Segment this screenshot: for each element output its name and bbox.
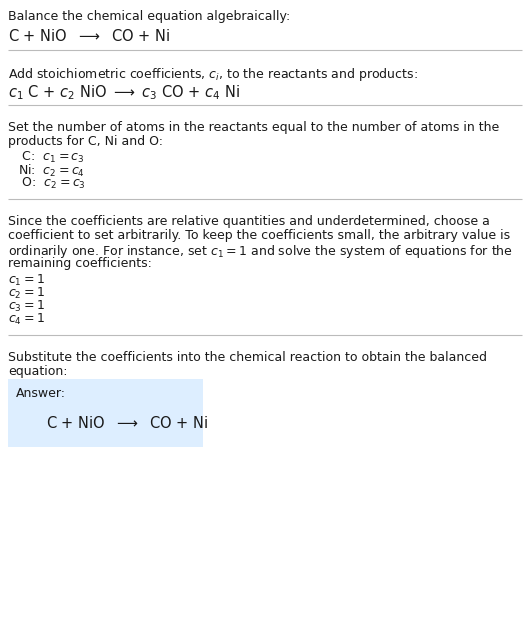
Text: $c_4 = 1$: $c_4 = 1$ bbox=[8, 312, 45, 327]
Text: C + NiO  $\longrightarrow$  CO + Ni: C + NiO $\longrightarrow$ CO + Ni bbox=[46, 415, 209, 431]
FancyBboxPatch shape bbox=[4, 377, 207, 448]
Text: equation:: equation: bbox=[8, 365, 68, 378]
Text: ordinarily one. For instance, set $c_1 = 1$ and solve the system of equations fo: ordinarily one. For instance, set $c_1 =… bbox=[8, 243, 513, 260]
Text: $c_1 = 1$: $c_1 = 1$ bbox=[8, 273, 45, 288]
Text: C:  $c_1 = c_3$: C: $c_1 = c_3$ bbox=[18, 150, 84, 165]
Text: O:  $c_2 = c_3$: O: $c_2 = c_3$ bbox=[18, 176, 86, 191]
Text: Set the number of atoms in the reactants equal to the number of atoms in the: Set the number of atoms in the reactants… bbox=[8, 121, 499, 134]
Text: Balance the chemical equation algebraically:: Balance the chemical equation algebraica… bbox=[8, 10, 290, 23]
Text: coefficient to set arbitrarily. To keep the coefficients small, the arbitrary va: coefficient to set arbitrarily. To keep … bbox=[8, 229, 510, 242]
Text: Ni:  $c_2 = c_4$: Ni: $c_2 = c_4$ bbox=[18, 163, 85, 179]
Text: Since the coefficients are relative quantities and underdetermined, choose a: Since the coefficients are relative quan… bbox=[8, 215, 490, 228]
Text: Answer:: Answer: bbox=[16, 387, 66, 400]
Text: remaining coefficients:: remaining coefficients: bbox=[8, 257, 152, 270]
Text: Substitute the coefficients into the chemical reaction to obtain the balanced: Substitute the coefficients into the che… bbox=[8, 351, 487, 364]
Text: Add stoichiometric coefficients, $c_i$, to the reactants and products:: Add stoichiometric coefficients, $c_i$, … bbox=[8, 66, 418, 83]
Text: $c_2 = 1$: $c_2 = 1$ bbox=[8, 286, 45, 301]
Text: products for C, Ni and O:: products for C, Ni and O: bbox=[8, 135, 163, 148]
Text: $c_3 = 1$: $c_3 = 1$ bbox=[8, 299, 45, 314]
Text: C + NiO  $\longrightarrow$  CO + Ni: C + NiO $\longrightarrow$ CO + Ni bbox=[8, 28, 171, 44]
Text: $c_1$ C + $c_2$ NiO $\longrightarrow$ $c_3$ CO + $c_4$ Ni: $c_1$ C + $c_2$ NiO $\longrightarrow$ $c… bbox=[8, 83, 240, 102]
